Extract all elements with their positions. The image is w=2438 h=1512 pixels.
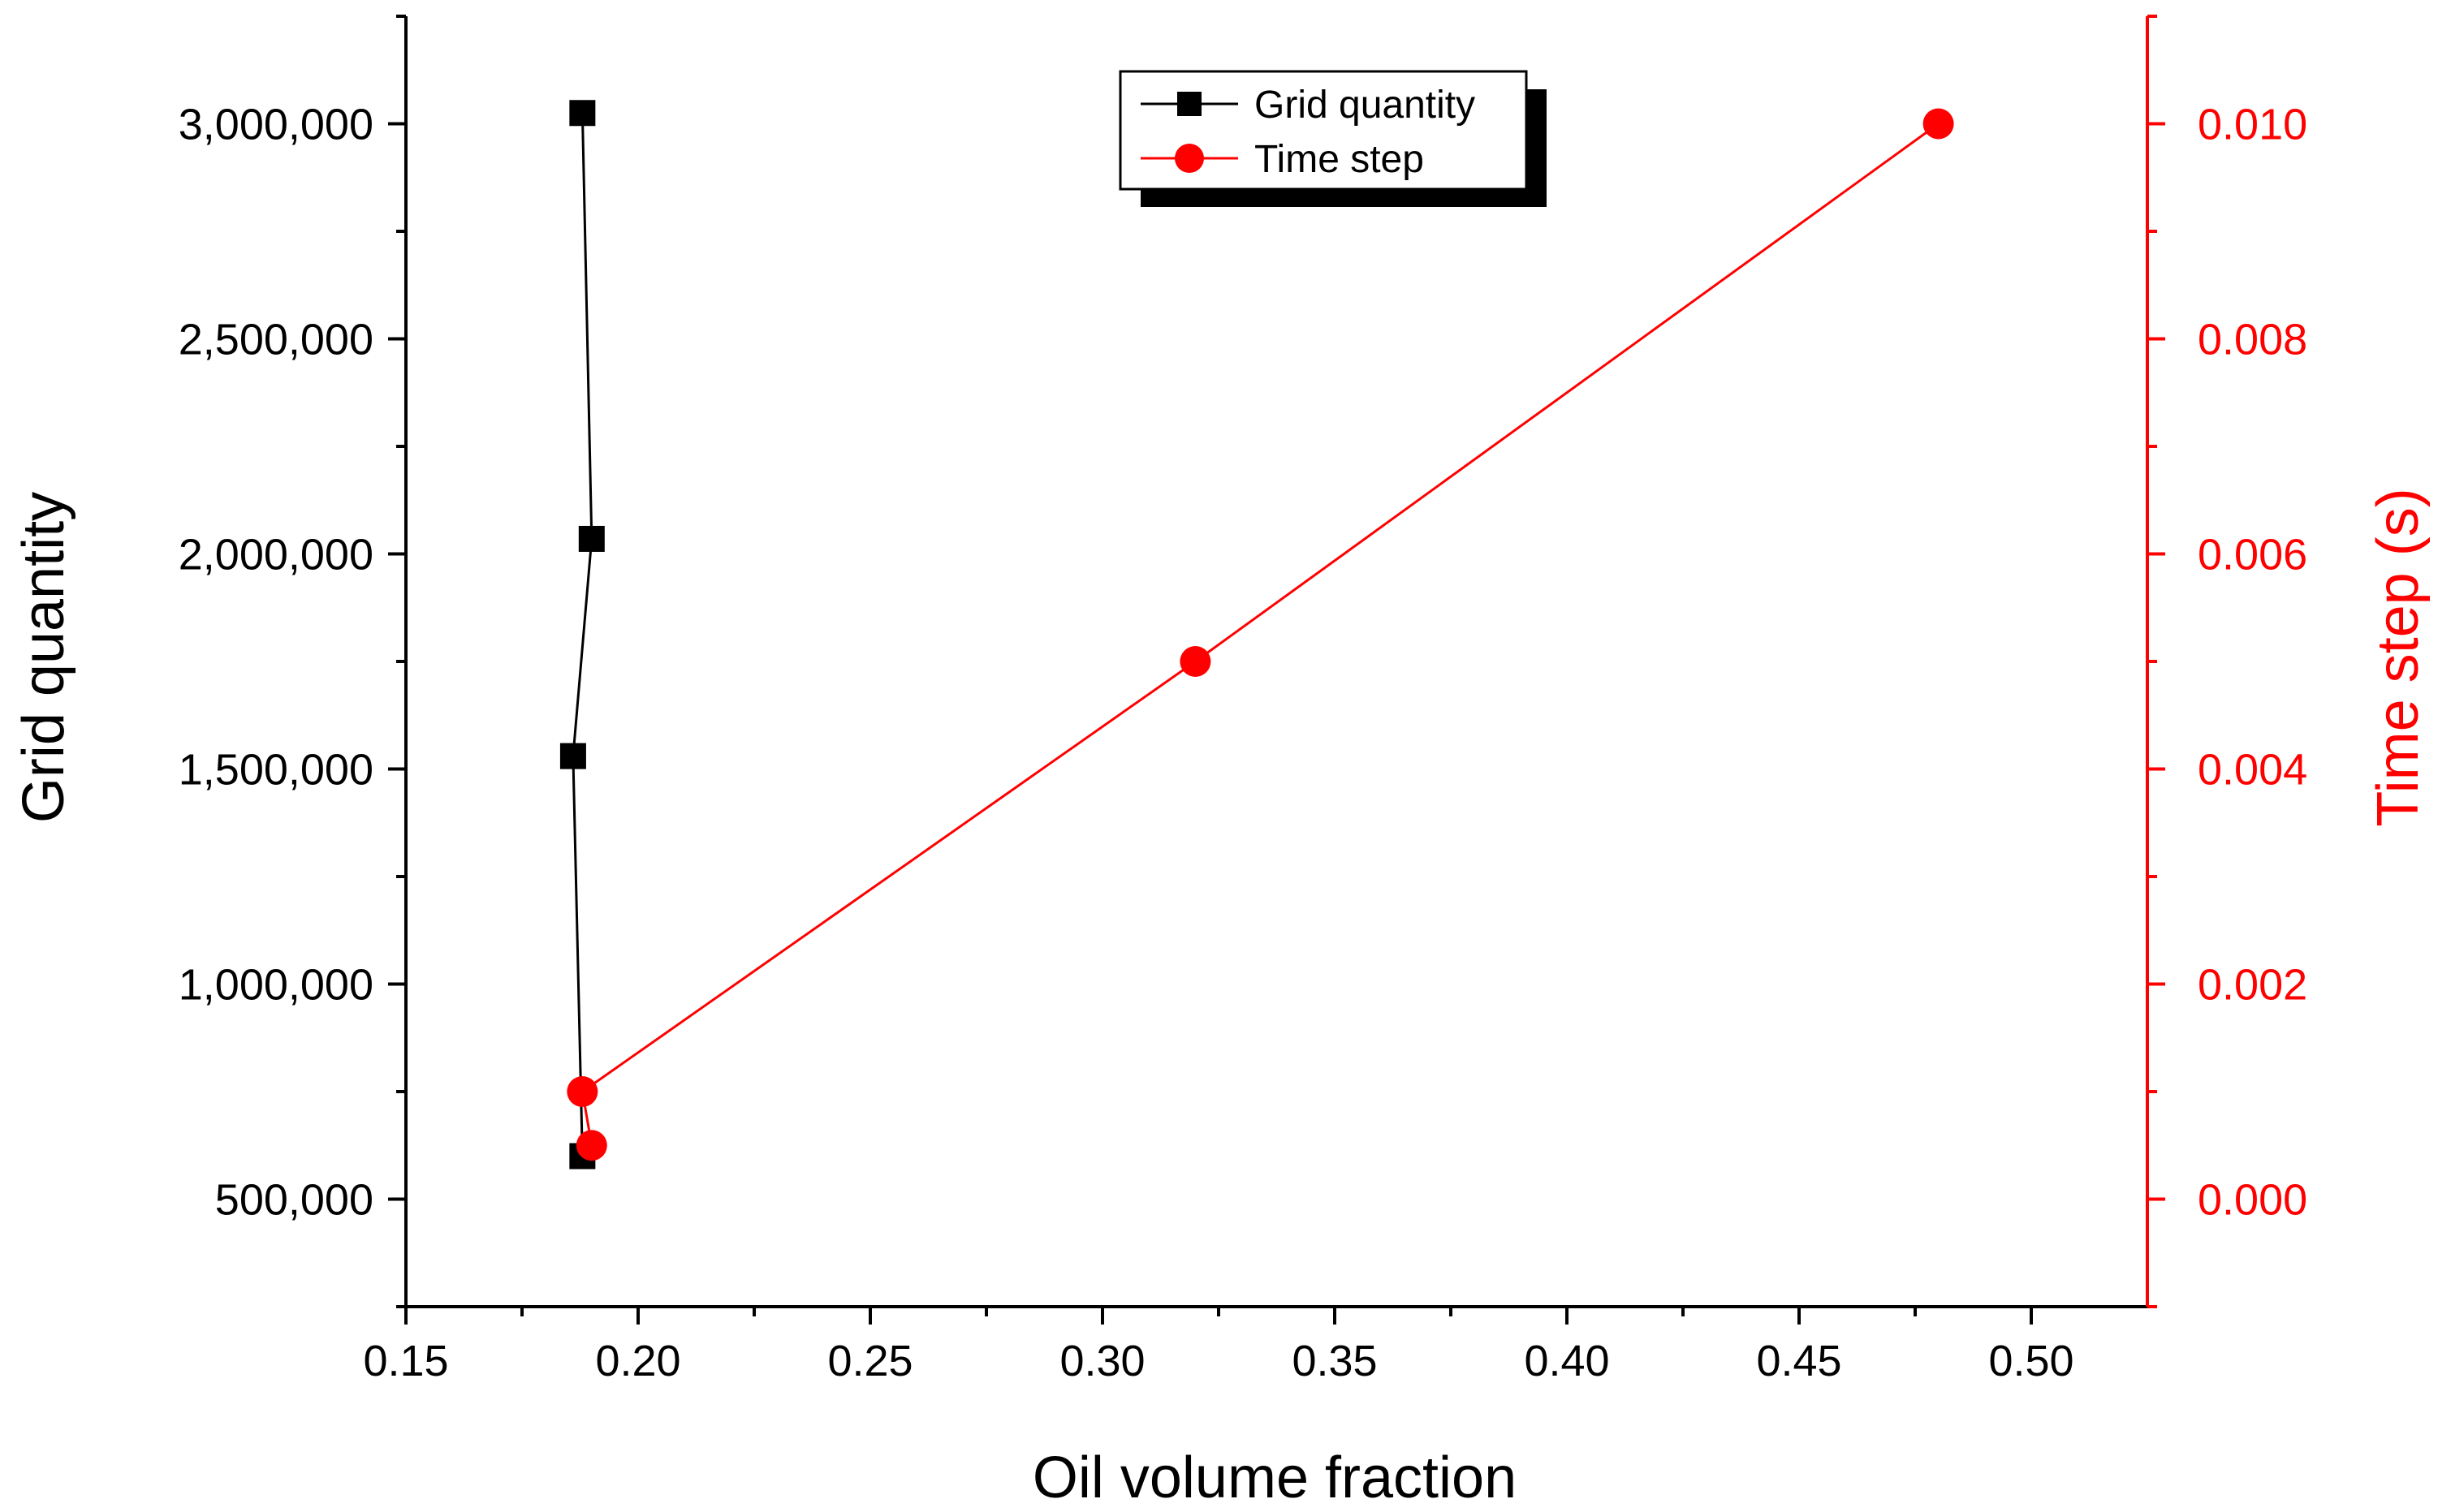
time-step-point — [1180, 646, 1211, 677]
y-left-tick-label: 500,000 — [215, 1176, 373, 1225]
series-line-grid-quantity — [572, 113, 593, 1157]
y-left-tick-label: 1,000,000 — [179, 961, 373, 1010]
y-right-axis-title: Time step (s) — [2366, 488, 2431, 826]
y-right-tick-label: 0.010 — [2198, 101, 2307, 149]
y-left-tick-label: 1,500,000 — [179, 746, 373, 795]
x-tick-label: 0.15 — [363, 1337, 448, 1385]
y-left-tick-label: 3,000,000 — [179, 101, 373, 149]
time-step-point — [1922, 108, 1954, 140]
time-step-point — [576, 1130, 607, 1161]
x-axis-title: Oil volume fraction — [1033, 1445, 1517, 1510]
series-line-time-step — [580, 123, 1940, 1146]
x-tick-label: 0.30 — [1059, 1337, 1145, 1385]
time-step-point — [567, 1076, 598, 1107]
legend: Grid quantity Time step — [1119, 70, 1547, 207]
y-left-tick-label: 2,500,000 — [179, 316, 373, 364]
grid-quantity-point — [559, 743, 586, 769]
y-right-tick-label: 0.002 — [2198, 961, 2307, 1010]
legend-grid-label: Grid quantity — [1254, 84, 1475, 127]
y-right-tick-label: 0.006 — [2198, 531, 2307, 579]
x-tick-label: 0.50 — [1988, 1337, 2073, 1385]
y-right-tick-label: 0.008 — [2198, 316, 2307, 364]
x-tick-label: 0.25 — [827, 1337, 913, 1385]
axes: 0.15 0.20 0.25 0.30 0.35 0.40 0.45 0.50 500,000 1… — [179, 15, 2307, 1385]
x-tick-label: 0.45 — [1756, 1337, 1841, 1385]
grid-quantity-point — [569, 100, 596, 127]
x-tick-label: 0.40 — [1524, 1337, 1609, 1385]
legend-time-label: Time step — [1254, 138, 1424, 181]
x-tick-label: 0.20 — [595, 1337, 680, 1385]
legend-grid-marker — [1177, 92, 1202, 116]
y-right-tick-label: 0.000 — [2198, 1176, 2307, 1225]
grid-quantity-point — [578, 525, 605, 552]
legend-time-marker — [1175, 144, 1204, 173]
x-tick-label: 0.35 — [1292, 1337, 1377, 1385]
y-right-tick-label: 0.004 — [2198, 746, 2307, 795]
series-layer — [559, 100, 1954, 1170]
y-left-tick-label: 2,000,000 — [179, 531, 373, 579]
y-left-axis-title: Grid quantity — [11, 492, 76, 823]
